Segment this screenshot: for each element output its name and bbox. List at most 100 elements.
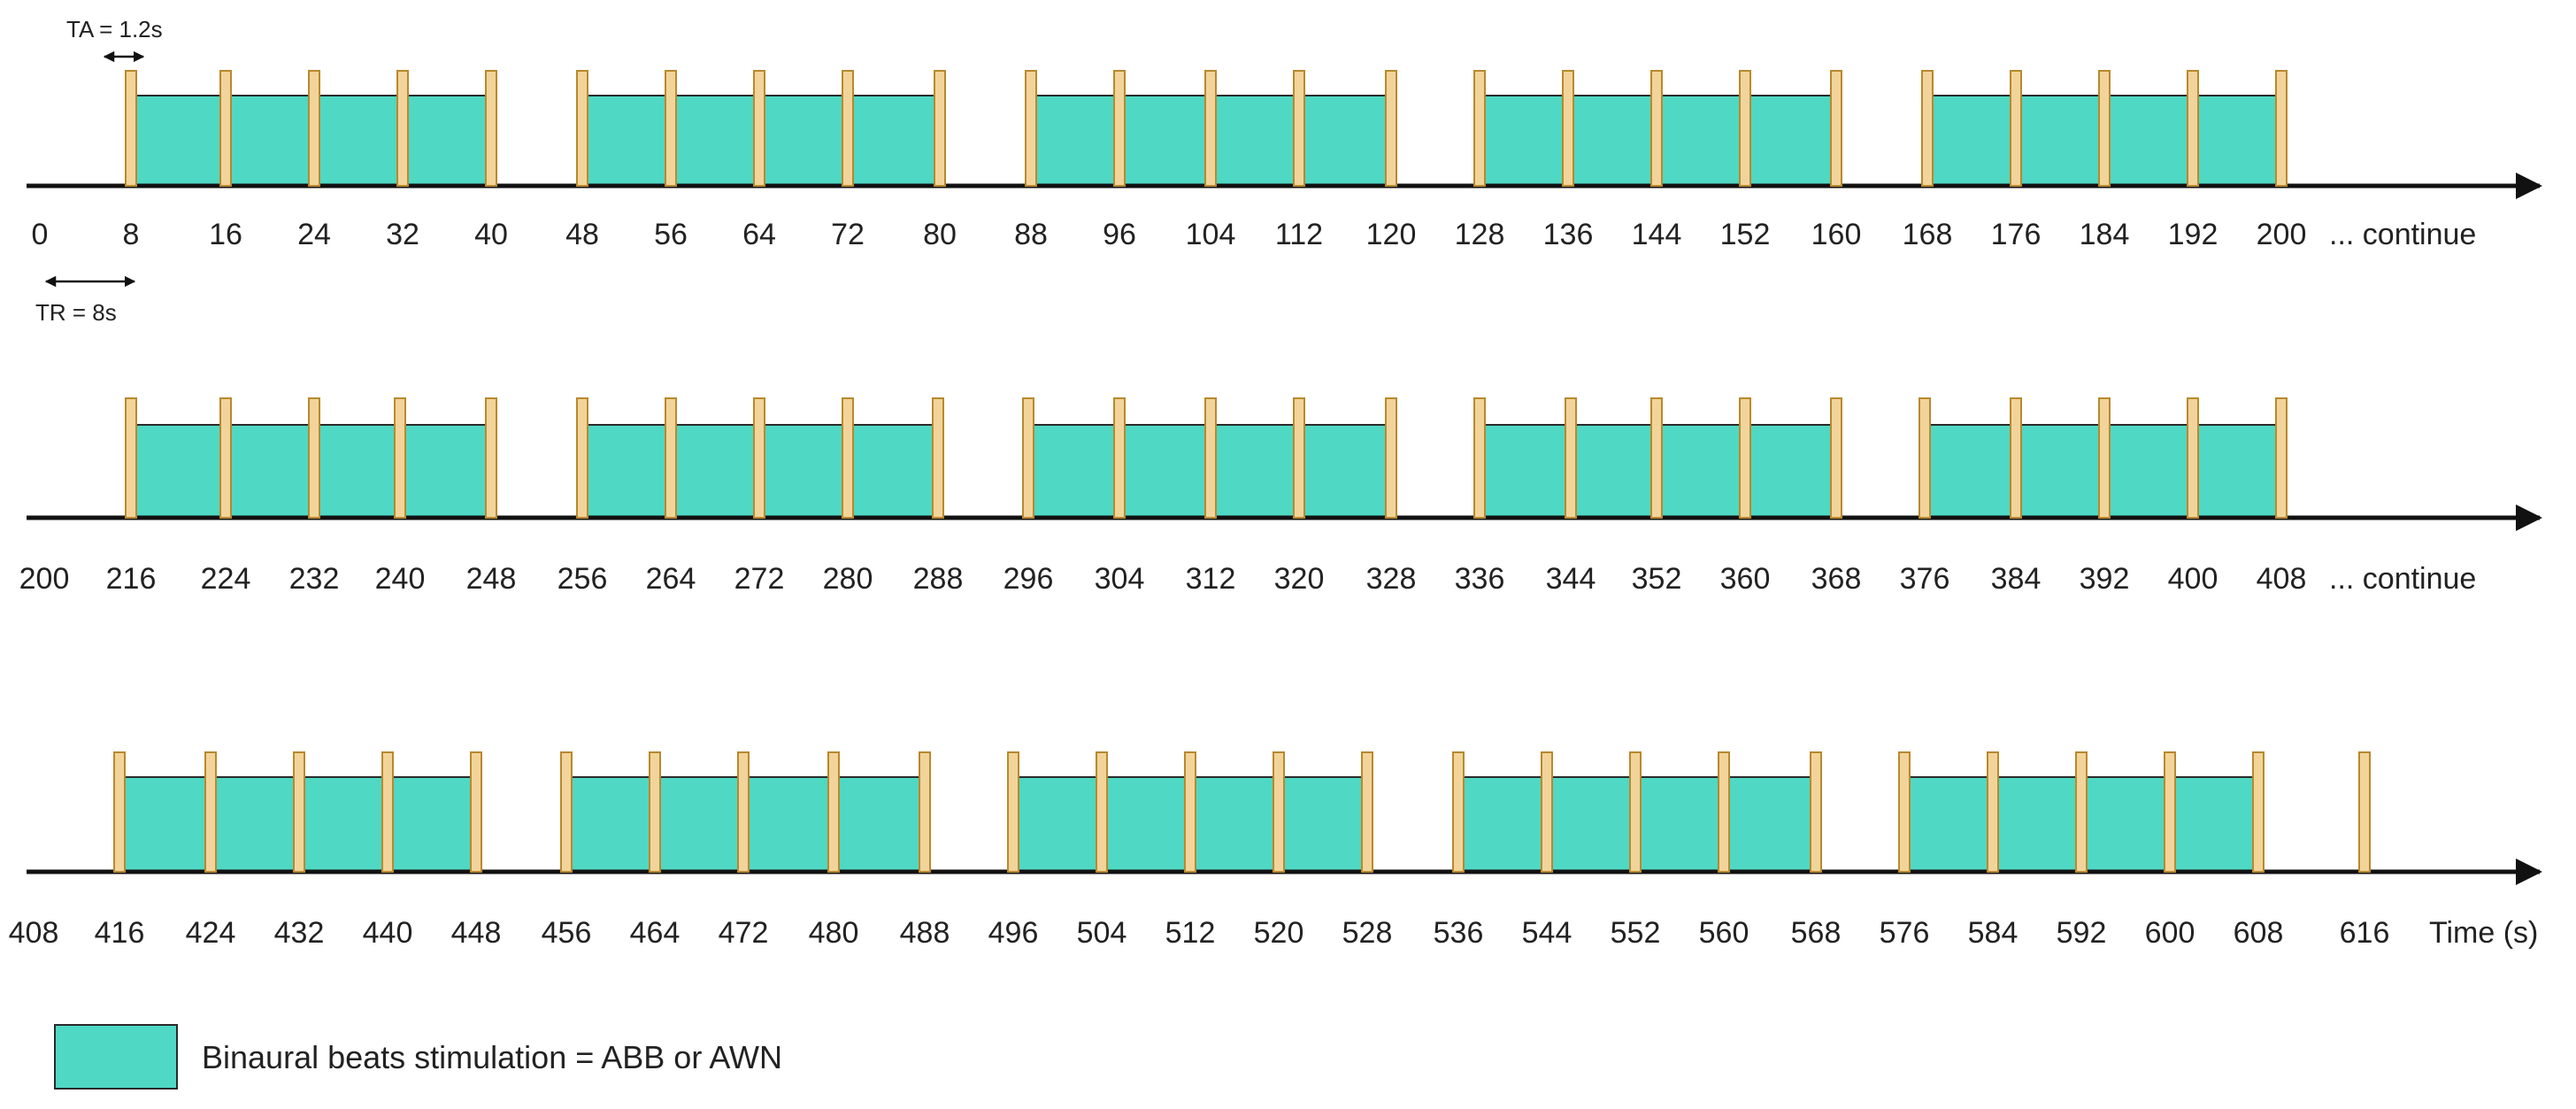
acquisition-bar <box>1096 751 1108 873</box>
acquisition-bar <box>1022 397 1034 519</box>
acquisition-bar <box>1830 70 1842 187</box>
tick-label: 280 <box>823 562 873 596</box>
acquisition-bar <box>1629 751 1642 873</box>
tick-label: 168 <box>1903 218 1953 251</box>
tick-label: 304 <box>1095 562 1145 596</box>
timeline-row: 0 8 16 24 32 40 48 56 64 72 80 88 96 104 112 120 128 136 1… <box>27 70 2542 251</box>
row-end-label: Time (s) <box>2429 916 2538 950</box>
tick-label: 456 <box>542 916 592 950</box>
tick-label: 248 <box>466 562 517 596</box>
tick-label: 128 <box>1455 218 1505 251</box>
acquisition-bar <box>919 751 931 873</box>
acquisition-bar <box>753 397 765 519</box>
tick-label: 432 <box>274 916 325 950</box>
acquisition-bar <box>2275 397 2288 519</box>
acquisition-bar <box>204 751 217 873</box>
tick-label: 224 <box>201 562 251 596</box>
acquisition-bar <box>842 70 854 187</box>
tick-label: 72 <box>831 218 865 251</box>
tick-label: 32 <box>386 218 419 251</box>
tick-label: 600 <box>2145 916 2195 950</box>
acquisition-bar <box>1293 70 1305 187</box>
acquisition-bar <box>1919 397 1931 519</box>
acquisition-bar <box>2187 70 2199 187</box>
tick-label: 504 <box>1077 916 1127 950</box>
row-end-label: ... continue <box>2329 562 2476 596</box>
acquisition-bar <box>1541 751 1553 873</box>
acquisition-bar <box>485 70 497 187</box>
acquisition-bar <box>1385 397 1397 519</box>
acquisition-bar <box>2010 397 2022 519</box>
row-end-label: ... continue <box>2329 218 2476 251</box>
tick-label: 312 <box>1186 562 1236 596</box>
tick-label: 160 <box>1811 218 1862 251</box>
ta-annotation: TA = 1.2s <box>66 16 163 63</box>
tick-label: 408 <box>2257 562 2307 596</box>
tick-label: 616 <box>2340 916 2390 950</box>
timeline-rows: 0 8 16 24 32 40 48 56 64 72 80 88 96 104 112 120 128 136 1… <box>9 70 2542 950</box>
acquisition-bar <box>1273 751 1285 873</box>
tick-label: 200 <box>19 562 70 596</box>
tick-label: 272 <box>734 562 785 596</box>
acquisition-bar <box>396 70 409 187</box>
tick-label: 608 <box>2234 916 2284 950</box>
acquisition-bar <box>576 397 588 519</box>
tick-label: 120 <box>1366 218 1417 251</box>
tick-label: 176 <box>1991 218 2042 251</box>
tick-label: 40 <box>474 218 508 251</box>
tick-label: 16 <box>209 218 242 251</box>
tick-label: 440 <box>363 916 413 950</box>
tick-label: 528 <box>1342 916 1393 950</box>
acquisition-bar <box>113 751 126 873</box>
tick-label: 24 <box>297 218 331 251</box>
acquisition-bar <box>125 397 137 519</box>
acquisition-bar <box>219 397 232 519</box>
acquisition-bar <box>219 70 232 187</box>
acquisition-bar <box>2098 70 2111 187</box>
acquisition-bar <box>2075 751 2088 873</box>
tick-label: 376 <box>1900 562 1950 596</box>
tick-label: 392 <box>2080 562 2130 596</box>
acquisition-bar <box>665 397 677 519</box>
tick-label: 488 <box>900 916 950 950</box>
acquisition-bar <box>665 70 677 187</box>
acquisition-bar <box>2358 751 2371 873</box>
tick-label: 320 <box>1274 562 1325 596</box>
tick-label: 232 <box>289 562 340 596</box>
acquisition-bar <box>649 751 661 873</box>
tick-label: 384 <box>1991 562 2042 596</box>
tr-annotation: TR = 8s <box>35 275 136 326</box>
acquisition-bar <box>1921 70 1934 187</box>
acquisition-bar <box>1562 70 1574 187</box>
legend-label: Binaural beats stimulation = ABB or AWN <box>202 1039 782 1075</box>
acquisition-bar <box>1007 751 1019 873</box>
tick-label: 64 <box>742 218 776 251</box>
acquisition-bar <box>1650 70 1663 187</box>
tick-label: 48 <box>565 218 599 251</box>
tick-label: 136 <box>1543 218 1594 251</box>
tick-label: 8 <box>123 218 140 251</box>
acquisition-bar <box>2098 397 2111 519</box>
tick-label: 296 <box>1003 562 1054 596</box>
acquisition-bar <box>1184 751 1196 873</box>
acquisition-bar <box>394 397 406 519</box>
legend-swatch <box>54 1024 178 1090</box>
legend: Binaural beats stimulation = ABB or AWN <box>54 1024 782 1090</box>
acquisition-bar <box>1113 397 1126 519</box>
tick-label: 264 <box>646 562 696 596</box>
tr-label: TR = 8s <box>35 299 117 326</box>
tick-label: 520 <box>1254 916 1304 950</box>
tick-label: 368 <box>1811 562 1862 596</box>
acquisition-bar <box>2252 751 2265 873</box>
acquisition-bar <box>470 751 482 873</box>
tick-label: 496 <box>988 916 1039 950</box>
acquisition-bar <box>308 397 320 519</box>
acquisition-bar <box>293 751 305 873</box>
tick-label: 216 <box>106 562 157 596</box>
tick-label: 464 <box>630 916 681 950</box>
acquisition-bar <box>737 751 750 873</box>
acquisition-bar <box>1025 70 1037 187</box>
acquisition-bar <box>1452 751 1465 873</box>
tick-label: 512 <box>1165 916 1216 950</box>
